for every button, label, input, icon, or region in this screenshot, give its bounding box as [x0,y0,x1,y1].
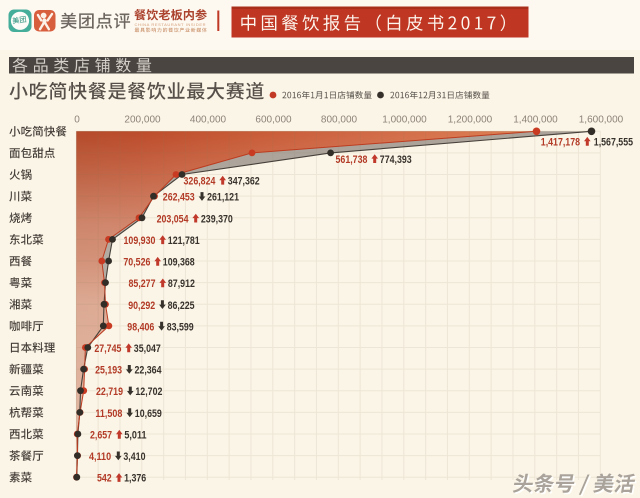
svg-text:774,393: 774,393 [380,154,412,166]
svg-text:326,824: 326,824 [184,175,217,187]
svg-text:239,370: 239,370 [201,213,233,225]
svg-text:2,657: 2,657 [90,429,112,441]
svg-text:22,364: 22,364 [135,365,163,377]
svg-text:5,011: 5,011 [124,429,146,441]
svg-text:561,738: 561,738 [336,154,368,166]
svg-text:4,110: 4,110 [89,451,111,463]
svg-text:3,410: 3,410 [123,451,145,463]
svg-text:27,745: 27,745 [94,343,121,355]
svg-text:1,200,000: 1,200,000 [448,115,493,126]
svg-text:203,054: 203,054 [157,213,190,225]
svg-text:542: 542 [97,473,112,485]
svg-text:1,600,000: 1,600,000 [579,115,624,126]
svg-text:22,719: 22,719 [96,386,123,398]
svg-text:600,000: 600,000 [255,115,292,126]
svg-text:261,121: 261,121 [207,192,239,204]
svg-text:1,376: 1,376 [124,473,146,485]
svg-text:121,781: 121,781 [168,235,200,247]
svg-text:0: 0 [74,115,80,126]
svg-text:70,526: 70,526 [123,257,150,269]
svg-text:85,277: 85,277 [129,278,156,290]
svg-text:CHINA RESTAURANT INSIDER: CHINA RESTAURANT INSIDER [135,22,206,27]
svg-text:1,400,000: 1,400,000 [513,115,558,126]
svg-text:1,417,178: 1,417,178 [541,137,580,149]
svg-text:800,000: 800,000 [321,115,358,126]
svg-text:200,000: 200,000 [124,115,161,126]
svg-text:25,193: 25,193 [95,365,122,377]
svg-text:262,453: 262,453 [163,192,195,204]
svg-text:83,599: 83,599 [167,321,194,333]
svg-text:86,225: 86,225 [168,300,195,312]
svg-text:347,362: 347,362 [228,175,260,187]
svg-text:12,702: 12,702 [135,386,162,398]
svg-text:10,659: 10,659 [135,408,162,420]
svg-text:35,047: 35,047 [134,343,161,355]
svg-text:11,508: 11,508 [95,408,122,420]
svg-text:1,567,555: 1,567,555 [594,137,633,149]
svg-text:400,000: 400,000 [190,115,227,126]
svg-text:87,912: 87,912 [168,278,195,290]
svg-text:109,368: 109,368 [163,257,195,269]
svg-text:109,930: 109,930 [124,235,156,247]
svg-text:90,292: 90,292 [128,300,155,312]
svg-text:1,000,000: 1,000,000 [382,115,427,126]
svg-text:98,406: 98,406 [127,321,154,333]
